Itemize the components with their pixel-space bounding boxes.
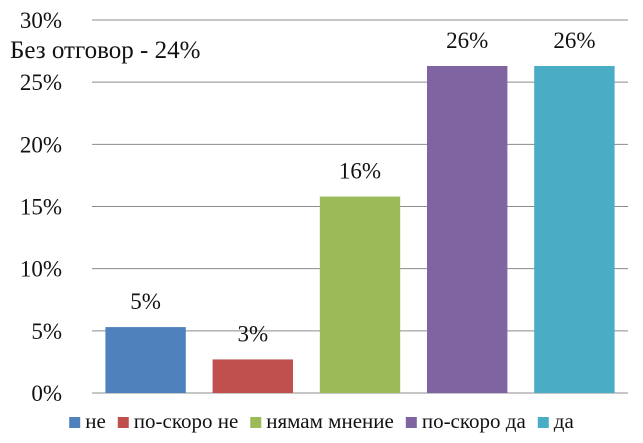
legend-label: да (554, 409, 575, 433)
legend-item: по-скоро не (117, 409, 239, 433)
legend-swatch (250, 417, 262, 428)
legend-item: нямам мнение (250, 409, 394, 433)
y-tick-label: 5% (31, 319, 62, 344)
legend-swatch (117, 417, 129, 428)
legend-label: не (85, 409, 106, 433)
no-answer-annotation: Без отговор - 24% (10, 37, 200, 64)
bar-5 (534, 66, 615, 394)
legend: не по-скоро не нямам мнение по-скоро да да (69, 409, 574, 433)
legend-item: по-скоро да (405, 409, 527, 433)
data-label: 5% (130, 289, 161, 314)
y-tick-label: 20% (20, 132, 62, 157)
data-label: 16% (339, 159, 381, 184)
y-axis-ticks: 0% 5% 10% 15% 20% 25% 30% (20, 8, 62, 406)
y-tick-label: 25% (20, 70, 62, 95)
bar-3 (319, 196, 401, 393)
bar-2 (212, 359, 293, 393)
y-tick-label: 0% (31, 381, 62, 406)
data-labels: 5% 3% 16% 26% 26% (130, 28, 595, 346)
bars (105, 66, 615, 394)
legend-label: нямам мнение (266, 409, 394, 433)
bar-4 (427, 66, 508, 394)
y-tick-label: 10% (20, 257, 62, 282)
y-tick-label: 30% (20, 8, 62, 33)
y-tick-label: 15% (20, 195, 62, 220)
legend-item: да (537, 409, 575, 433)
legend-label: по-скоро не (134, 409, 239, 433)
data-label: 26% (446, 28, 488, 53)
legend-item: не (69, 409, 106, 433)
legend-swatch (537, 417, 549, 428)
data-label: 26% (553, 28, 595, 53)
legend-swatch (405, 417, 417, 428)
data-label: 3% (237, 321, 268, 346)
legend-label: по-скоро да (422, 409, 527, 433)
legend-swatch (69, 417, 81, 428)
bar-1 (105, 327, 186, 393)
